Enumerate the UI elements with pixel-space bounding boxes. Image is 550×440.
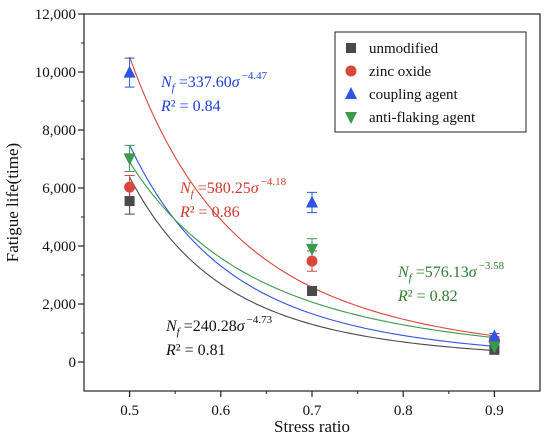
- data-point-unmodified: [307, 285, 317, 296]
- x-axis-ticks: 0.5 0.6 0.7 0.8 0.9: [120, 391, 504, 419]
- data-point-anti-flaking-agent: [306, 243, 318, 256]
- y-tick-label: 4,000: [42, 239, 76, 255]
- x-tick-label: 0.7: [303, 403, 322, 419]
- x-tick-label: 0.9: [485, 403, 504, 419]
- fit-curves: [129, 56, 495, 352]
- data-point-unmodified: [124, 196, 135, 207]
- fit-r2-unmodified: R² = 0.81: [165, 342, 226, 359]
- legend-marker-anti-flaking-agent: [345, 112, 357, 124]
- data-point-coupling-agent: [123, 65, 136, 78]
- y-tick-label: 10,000: [35, 65, 76, 81]
- x-axis-title: Stress ratio: [274, 417, 350, 436]
- legend-label: zinc oxide: [369, 64, 431, 80]
- fit-r2-zinc-oxide: R² = 0.86: [179, 204, 240, 221]
- y-tick-label: 2,000: [42, 297, 76, 313]
- data-point-zinc-oxide: [306, 255, 318, 267]
- legend-label: coupling agent: [369, 87, 459, 103]
- fit-curve-anti-flaking-agent: [129, 161, 495, 339]
- legend-label: anti-flaking agent: [369, 110, 476, 126]
- x-tick-label: 0.6: [211, 403, 230, 419]
- data-point-coupling-agent: [488, 329, 501, 342]
- fit-equation-anti-flaking-agent: Nf =576.13σ −3.58: [397, 260, 505, 284]
- legend-marker-zinc-oxide: [345, 65, 357, 77]
- y-axis-title: Fatigue life(time): [3, 143, 22, 262]
- legend-label: unmodified: [369, 41, 439, 57]
- y-tick-label: 0: [69, 355, 77, 371]
- data-point-anti-flaking-agent: [488, 341, 501, 354]
- fit-equation-annotations: Nf =240.28σ −4.73 R² = 0.81 Nf =580.25σ −4.1…: [160, 70, 505, 359]
- legend: unmodified zinc oxide coupling agent anti-f…: [334, 31, 527, 133]
- data-point-zinc-oxide: [124, 181, 136, 193]
- legend-box: [334, 31, 527, 133]
- fit-equation-coupling-agent: Nf =337.60σ −4.47: [160, 70, 268, 94]
- data-point-coupling-agent: [306, 195, 318, 208]
- fit-equation-unmodified: Nf =240.28σ −4.73: [165, 314, 273, 338]
- y-tick-label: 12,000: [35, 7, 76, 23]
- y-tick-label: 8,000: [42, 123, 76, 139]
- legend-marker-unmodified: [346, 43, 356, 53]
- fit-r2-anti-flaking-agent: R² = 0.82: [397, 288, 458, 305]
- fit-r2-coupling-agent: R² = 0.84: [160, 98, 221, 115]
- legend-marker-coupling-agent: [345, 87, 357, 99]
- fit-curve-coupling-agent: [129, 144, 495, 347]
- fit-equation-zinc-oxide: Nf =580.25σ −4.18: [179, 176, 287, 200]
- x-tick-label: 0.8: [394, 403, 413, 419]
- y-tick-label: 6,000: [42, 181, 76, 197]
- y-axis-ticks: 0 2,000 4,000 6,000 8,000 10,000 12,000: [35, 7, 84, 371]
- fit-curve-unmodified: [129, 176, 495, 352]
- x-tick-label: 0.5: [120, 403, 139, 419]
- data-markers: [123, 65, 501, 355]
- data-point-anti-flaking-agent: [123, 153, 136, 166]
